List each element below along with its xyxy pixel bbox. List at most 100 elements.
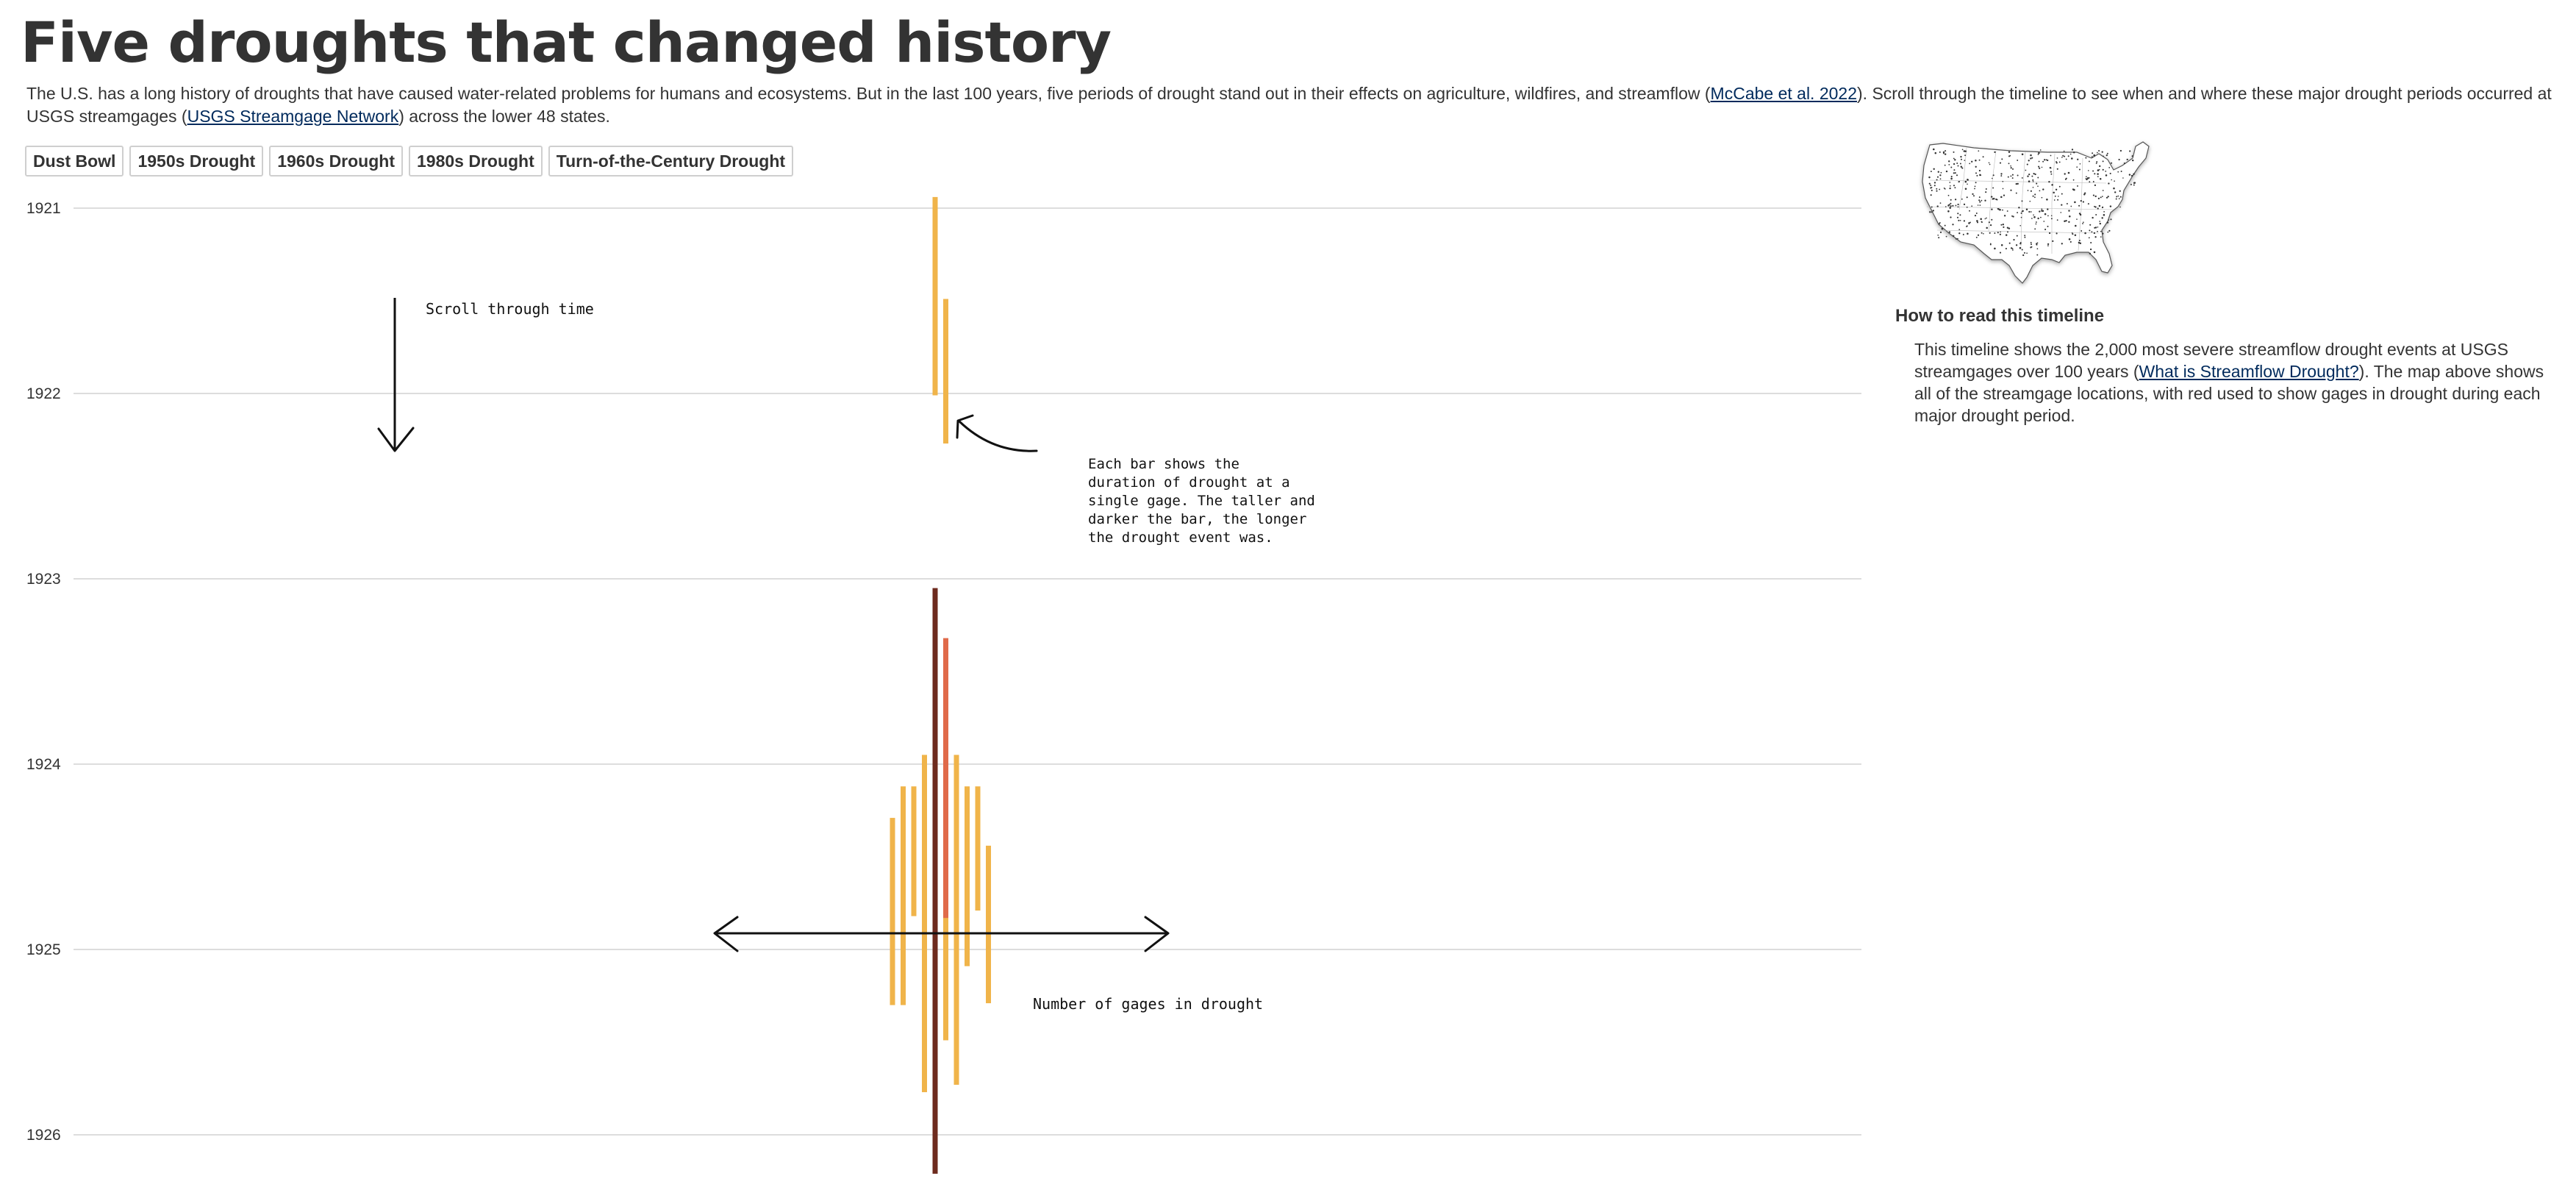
streamgage-dot	[1975, 213, 1978, 214]
streamgage-dot	[2068, 238, 2071, 240]
drought-event-bar[interactable]	[954, 755, 959, 1085]
streamgage-dot	[1967, 232, 1969, 235]
streamgage-dot	[1994, 247, 1996, 250]
streamgage-dot	[2006, 210, 2008, 212]
drought-event-bar[interactable]	[901, 786, 906, 1005]
mccabe-link[interactable]: McCabe et al. 2022	[1710, 84, 1857, 103]
streamgage-dot	[2047, 208, 2049, 210]
streamgage-dot	[2000, 244, 2003, 246]
streamflow-drought-link[interactable]: What is Streamflow Drought?	[2139, 362, 2359, 381]
streamgage-dot	[2072, 179, 2075, 181]
streamgage-dot	[1931, 189, 1933, 191]
drought-event-bar[interactable]	[975, 786, 981, 911]
streamgage-dot	[2130, 183, 2132, 185]
streamgage-dot	[2076, 166, 2078, 168]
streamgage-dot	[1953, 169, 1956, 171]
drought-event-bar[interactable]	[890, 818, 895, 1005]
drought-event-bar[interactable]	[922, 755, 927, 1093]
streamgage-dot	[2105, 154, 2108, 157]
streamgage-network-link[interactable]: USGS Streamgage Network	[187, 107, 399, 126]
streamgage-dot	[1969, 221, 1971, 224]
streamgage-dot	[2037, 217, 2039, 220]
streamgage-dot	[1958, 181, 1961, 182]
turn-of-century-drought-button[interactable]: Turn-of-the-Century Drought	[548, 146, 794, 177]
streamgage-dot	[1964, 160, 1966, 161]
streamgage-dot	[1999, 162, 2002, 164]
streamgage-dot	[2113, 187, 2115, 190]
streamgage-dot	[2028, 160, 2030, 162]
streamgage-dot	[2117, 171, 2119, 173]
year-label: 1922	[26, 385, 61, 402]
drought-event-bar[interactable]	[943, 918, 948, 1041]
drought-event-bar[interactable]	[932, 196, 938, 396]
streamgage-dot	[2041, 166, 2043, 168]
streamgage-dot	[2105, 174, 2108, 177]
streamgage-dot	[1984, 218, 1986, 220]
streamgage-dot	[2021, 153, 2024, 156]
streamgage-dot	[2074, 201, 2076, 204]
streamgage-dot	[2030, 157, 2032, 160]
1980s-drought-button[interactable]: 1980s Drought	[408, 146, 543, 177]
streamgage-dot	[2085, 157, 2087, 159]
streamgage-dot	[2103, 155, 2104, 157]
streamgage-dot	[1971, 160, 1973, 163]
streamgage-dot	[2099, 165, 2101, 168]
drought-timeline[interactable]: 1921 1922 1923 1924 1925 1926 Scroll through …	[0, 184, 1882, 1201]
streamgage-dot	[2047, 243, 2050, 246]
streamgage-dot	[2119, 206, 2121, 208]
streamgage-dot	[1992, 187, 1994, 189]
streamgage-dot	[1978, 150, 1980, 152]
streamgage-dot	[2056, 160, 2057, 163]
streamgage-dot	[2048, 181, 2050, 183]
1960s-drought-button[interactable]: 1960s Drought	[269, 146, 403, 177]
streamgage-dot	[2071, 149, 2074, 151]
streamgage-dot	[1949, 207, 1951, 209]
streamgage-dot	[2070, 205, 2072, 207]
streamgage-dot	[2051, 184, 2053, 186]
streamgage-dot	[2092, 216, 2094, 219]
streamgage-dot	[2094, 173, 2096, 175]
streamgage-dot	[2028, 210, 2031, 213]
streamgage-dot	[2038, 152, 2040, 154]
drought-event-bar[interactable]	[986, 845, 991, 1004]
scroll-arrow-down-icon	[377, 427, 415, 452]
drought-button-bar: Dust Bowl 1950s Drought 1960s Drought 19…	[25, 146, 794, 177]
streamgage-dot	[1939, 188, 1941, 190]
drought-event-bar[interactable]	[943, 638, 948, 942]
streamgage-dot	[1939, 151, 1941, 153]
streamgage-dot	[1980, 218, 1982, 221]
streamgage-dot	[2097, 169, 2100, 171]
streamgage-dot	[2067, 171, 2070, 174]
streamgage-dot	[2101, 217, 2103, 219]
streamgage-dot	[2079, 163, 2081, 165]
streamgage-dot	[2042, 210, 2044, 213]
streamgage-dot	[2037, 154, 2039, 155]
streamgage-dot	[2071, 157, 2073, 160]
streamgage-dot	[2039, 190, 2041, 192]
bar-callout-arrow	[958, 420, 1038, 452]
streamgage-dot	[1963, 220, 1966, 222]
streamgage-dot	[2108, 229, 2111, 232]
streamgage-dot	[1939, 174, 1942, 177]
streamgage-dot	[1962, 234, 1964, 235]
streamgage-dot	[2042, 188, 2044, 190]
streamgage-dot	[1939, 221, 1941, 224]
drought-event-bar[interactable]	[965, 786, 970, 966]
streamgage-dot	[1957, 165, 1959, 167]
streamgage-dot	[2003, 226, 2005, 228]
drought-event-bar[interactable]	[911, 786, 917, 916]
streamgage-dot	[2025, 169, 2027, 171]
dust-bowl-button[interactable]: Dust Bowl	[25, 146, 124, 177]
intro-text-2: ). Scroll through the timeline to see wh…	[26, 84, 2552, 126]
streamgage-dot	[2097, 207, 2099, 210]
streamgage-dot	[1933, 185, 1936, 187]
1950s-drought-button[interactable]: 1950s Drought	[129, 146, 264, 177]
drought-event-bar[interactable]	[932, 588, 938, 1174]
streamgage-dot	[2097, 226, 2099, 228]
streamgage-dot	[2002, 180, 2004, 182]
streamgage-dot	[1985, 188, 1987, 190]
streamgage-dot	[2065, 158, 2067, 160]
drought-event-bar[interactable]	[943, 299, 948, 444]
streamgage-dot	[2032, 186, 2034, 188]
streamgage-dot	[2085, 178, 2087, 179]
